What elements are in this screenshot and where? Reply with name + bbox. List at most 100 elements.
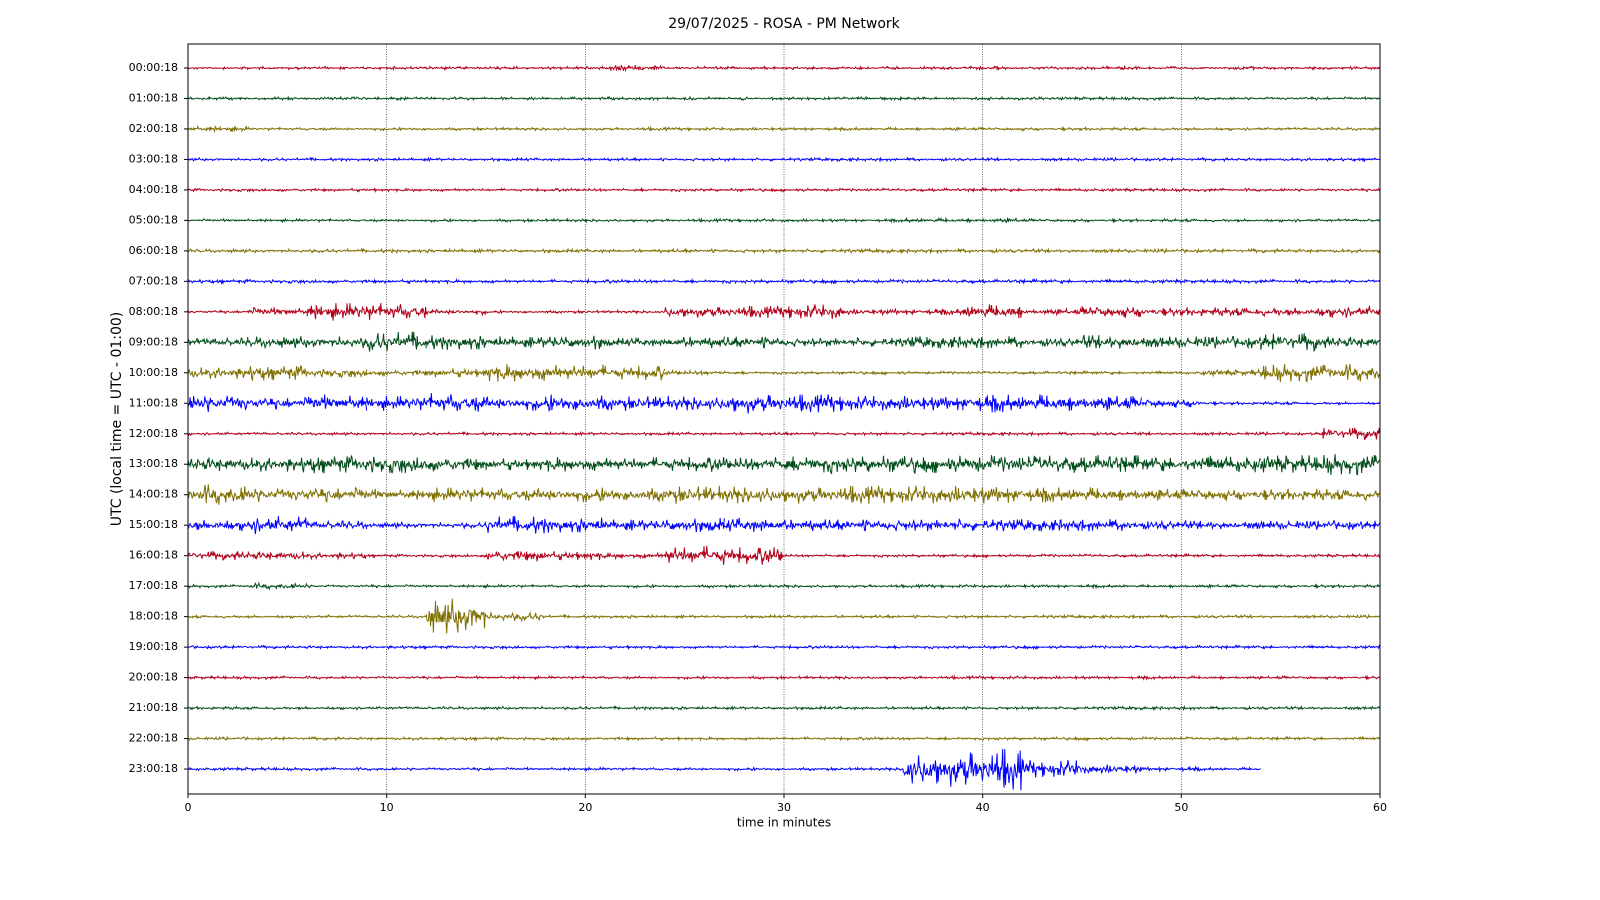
trace-segment bbox=[1081, 764, 1142, 775]
trace-segment bbox=[783, 456, 844, 475]
trace-segment bbox=[664, 368, 725, 376]
x-tick-label: 60 bbox=[1373, 801, 1387, 814]
trace-segment bbox=[247, 550, 308, 560]
trace-segment bbox=[247, 278, 308, 285]
trace-segment bbox=[1200, 735, 1262, 742]
trace-segment bbox=[1021, 278, 1083, 285]
trace-segment bbox=[247, 516, 308, 535]
trace-segment bbox=[1081, 247, 1142, 254]
trace-segment bbox=[1081, 278, 1142, 284]
trace-segment bbox=[366, 187, 427, 193]
trace-segment bbox=[604, 336, 666, 347]
trace-segment bbox=[545, 584, 606, 589]
trace-segment bbox=[664, 157, 725, 163]
trace-segment bbox=[1081, 675, 1142, 681]
trace-segment bbox=[1260, 187, 1321, 193]
trace-segment bbox=[843, 431, 904, 437]
y-tick-label: 03:00:18 bbox=[129, 152, 178, 165]
trace-segment bbox=[1260, 455, 1321, 473]
trace-segment bbox=[664, 735, 725, 742]
trace-segment bbox=[366, 583, 427, 589]
trace-segment bbox=[783, 95, 844, 101]
trace-segment bbox=[545, 550, 606, 561]
trace-segment bbox=[545, 95, 606, 102]
x-tick-label: 10 bbox=[380, 801, 394, 814]
trace-segment bbox=[485, 674, 546, 681]
trace-segment bbox=[1260, 66, 1321, 71]
trace-segment bbox=[1260, 430, 1321, 437]
trace-segment bbox=[425, 736, 486, 742]
trace-segment bbox=[545, 394, 606, 412]
trace-segment bbox=[247, 431, 308, 436]
trace-segment bbox=[962, 304, 1023, 319]
trace-segment bbox=[962, 247, 1023, 254]
trace-segment bbox=[306, 519, 368, 530]
trace-segment bbox=[485, 186, 546, 193]
trace-segment bbox=[1081, 644, 1142, 650]
trace-segment bbox=[187, 367, 248, 379]
trace-segment bbox=[1141, 247, 1202, 254]
trace-segment bbox=[843, 766, 904, 773]
trace-segment bbox=[247, 488, 308, 502]
trace-segment bbox=[1081, 64, 1142, 71]
trace-segment bbox=[664, 187, 725, 193]
trace-segment bbox=[1200, 367, 1261, 378]
trace-segment bbox=[1319, 218, 1380, 223]
trace-segment bbox=[1141, 765, 1202, 773]
trace-segment bbox=[1319, 278, 1381, 285]
trace-segment bbox=[425, 520, 487, 530]
trace-segment bbox=[723, 96, 785, 101]
trace-segment bbox=[306, 95, 368, 101]
trace-segment bbox=[187, 66, 248, 71]
trace-segment bbox=[187, 395, 248, 412]
trace-segment bbox=[485, 95, 546, 101]
trace-segment bbox=[723, 547, 785, 565]
trace-segment bbox=[783, 65, 844, 71]
trace-segment bbox=[902, 396, 964, 411]
trace-segment bbox=[1260, 488, 1321, 501]
trace-segment bbox=[1319, 336, 1381, 349]
trace-segment bbox=[1200, 489, 1262, 501]
trace-segment bbox=[306, 431, 368, 437]
trace-segment bbox=[247, 614, 308, 620]
trace-segment bbox=[783, 644, 844, 650]
trace-segment bbox=[187, 247, 248, 254]
trace-segment bbox=[962, 748, 1023, 791]
trace-segment bbox=[1021, 217, 1082, 224]
trace-segment bbox=[1260, 704, 1321, 711]
trace-segment bbox=[1021, 455, 1083, 473]
trace-segment bbox=[545, 126, 606, 132]
trace-segment bbox=[485, 516, 546, 534]
trace-segment bbox=[783, 126, 844, 133]
trace-segment bbox=[1319, 95, 1381, 101]
trace-segment bbox=[604, 488, 666, 502]
trace-segment bbox=[187, 124, 248, 134]
trace-segment bbox=[902, 674, 964, 680]
trace-segment bbox=[485, 65, 546, 71]
trace-segment bbox=[1081, 455, 1142, 473]
trace-segment bbox=[723, 336, 785, 349]
trace-segment bbox=[1260, 735, 1321, 742]
trace-segment bbox=[962, 336, 1023, 349]
trace-segment bbox=[783, 337, 844, 347]
trace-segment bbox=[843, 485, 904, 504]
trace-segment bbox=[425, 367, 487, 378]
trace-segment bbox=[1319, 735, 1381, 741]
trace-segment bbox=[366, 675, 427, 680]
trace-segment bbox=[843, 65, 904, 71]
trace-segment bbox=[545, 277, 606, 285]
trace-segment bbox=[1200, 766, 1261, 772]
trace-segment bbox=[306, 65, 368, 71]
trace-segment bbox=[604, 431, 666, 437]
trace-segment bbox=[247, 95, 308, 101]
y-tick-label: 12:00:18 bbox=[129, 427, 178, 440]
y-tick-label: 02:00:18 bbox=[129, 122, 178, 135]
trace-segment bbox=[1260, 278, 1321, 285]
trace-segment bbox=[1200, 126, 1261, 132]
trace-segment bbox=[426, 217, 487, 223]
trace-segment bbox=[1081, 217, 1142, 224]
trace-segment bbox=[664, 306, 725, 318]
trace-segment bbox=[1319, 157, 1381, 163]
trace-segment bbox=[783, 553, 844, 558]
trace-segment bbox=[306, 584, 368, 589]
